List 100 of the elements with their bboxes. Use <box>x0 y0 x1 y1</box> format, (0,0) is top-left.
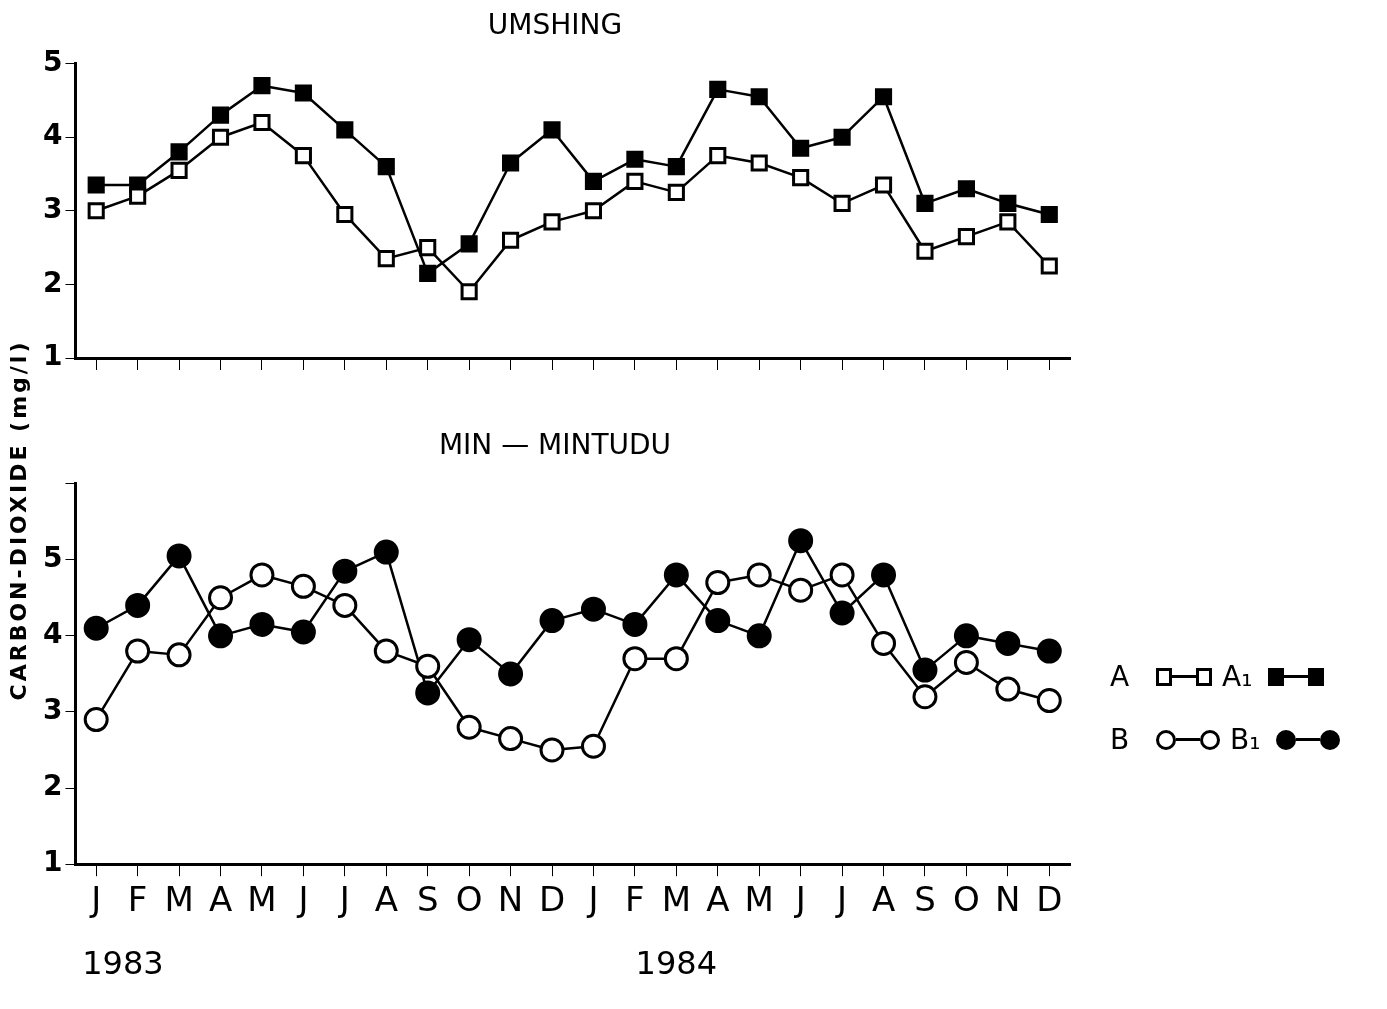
point <box>580 733 606 759</box>
y-tick-label: 2 <box>43 265 63 299</box>
point <box>456 714 482 740</box>
point <box>746 623 772 649</box>
point <box>999 213 1017 231</box>
point <box>336 121 354 139</box>
point <box>290 619 316 645</box>
point <box>829 562 855 588</box>
y-tick-label: 3 <box>43 192 63 226</box>
point <box>626 150 644 168</box>
point <box>125 592 151 618</box>
x-tick-label: J <box>89 879 102 920</box>
text: 1984 <box>635 944 718 983</box>
legend-label: A₁ <box>1222 660 1254 693</box>
point <box>829 600 855 626</box>
point <box>788 528 814 554</box>
point <box>539 608 565 634</box>
x-tick-label: M <box>661 879 692 920</box>
x-tick-label: O <box>455 879 483 920</box>
point <box>543 121 561 139</box>
point <box>170 161 188 179</box>
y-tick-label: 3 <box>43 693 63 727</box>
point <box>580 596 606 622</box>
point <box>456 627 482 653</box>
y-tick-label: 4 <box>43 118 63 152</box>
x-tick-label: N <box>497 879 524 920</box>
y-tick-label: 2 <box>43 769 63 803</box>
point <box>871 630 897 656</box>
x-tick-label: M <box>247 879 277 920</box>
point <box>249 562 275 588</box>
y-tick-label: 1 <box>43 339 63 373</box>
point <box>667 183 685 201</box>
point <box>667 158 685 176</box>
point <box>705 570 731 596</box>
legend-label: A <box>1110 660 1131 693</box>
point <box>788 577 814 603</box>
point <box>999 194 1017 213</box>
point <box>912 657 938 683</box>
point <box>170 143 188 161</box>
x-tick-label: A <box>706 879 730 920</box>
point <box>460 283 478 301</box>
point <box>332 592 358 618</box>
point <box>539 737 565 763</box>
point <box>415 680 441 706</box>
y-tick-label: 5 <box>43 541 63 574</box>
point <box>87 176 105 194</box>
point <box>460 235 478 253</box>
legend-label: B <box>1110 723 1131 756</box>
x-tick-label: S <box>416 879 439 920</box>
point <box>995 676 1021 702</box>
point <box>83 707 109 733</box>
point <box>792 169 810 187</box>
point <box>833 194 851 213</box>
x-tick-label: J <box>296 879 309 920</box>
point <box>1036 638 1062 664</box>
point <box>253 113 271 132</box>
point <box>336 205 354 224</box>
x-tick-label: M <box>164 879 194 920</box>
x-tick-label: N <box>995 879 1021 920</box>
point <box>419 264 437 282</box>
y-tick-label: 5 <box>43 44 63 78</box>
point <box>166 642 192 668</box>
point <box>622 611 648 637</box>
point <box>294 84 312 102</box>
point <box>953 649 979 675</box>
point <box>253 77 271 95</box>
point <box>746 562 772 588</box>
point <box>871 562 897 588</box>
point <box>211 128 230 146</box>
x-tick-label: F <box>127 879 148 920</box>
point <box>377 158 395 176</box>
point <box>125 638 151 664</box>
point <box>1040 205 1058 224</box>
point <box>498 661 524 687</box>
point <box>584 172 603 190</box>
point <box>663 562 689 588</box>
point <box>750 154 768 172</box>
point <box>332 558 358 584</box>
point <box>957 227 975 246</box>
point <box>792 139 810 157</box>
x-tick-label: J <box>337 879 350 920</box>
x-tick-label: J <box>793 879 806 920</box>
point <box>373 539 399 565</box>
y-tick-label: 4 <box>43 617 63 651</box>
point <box>1036 688 1062 714</box>
point <box>622 646 648 672</box>
point <box>916 242 934 260</box>
x-tick-label: A <box>374 879 398 920</box>
point <box>211 106 230 124</box>
point <box>415 653 441 679</box>
point <box>502 231 520 249</box>
point <box>912 684 938 710</box>
point <box>498 726 524 752</box>
point <box>957 180 975 198</box>
point <box>83 615 109 641</box>
point <box>916 194 934 213</box>
point <box>166 543 192 569</box>
point <box>874 88 893 106</box>
point <box>995 630 1021 656</box>
point <box>874 176 893 194</box>
